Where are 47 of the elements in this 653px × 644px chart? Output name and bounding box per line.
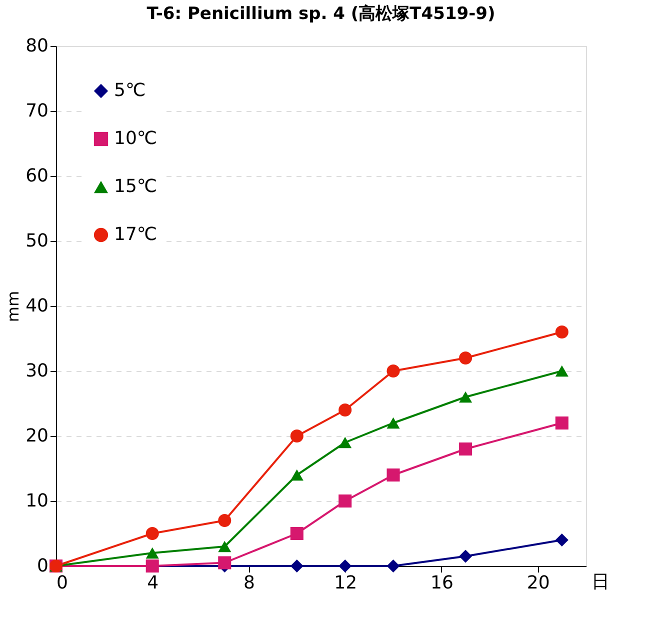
point <box>290 559 304 573</box>
point <box>459 391 472 403</box>
point <box>459 550 472 563</box>
point <box>386 417 400 429</box>
point <box>290 429 304 443</box>
point <box>338 403 352 417</box>
y-tick-label: 80 <box>26 36 48 56</box>
legend-label: 5℃ <box>114 80 146 101</box>
x-tick-label: 4 <box>147 572 159 594</box>
point <box>338 494 352 508</box>
y-tick-label: 20 <box>26 426 48 446</box>
point <box>386 468 400 482</box>
point <box>290 469 304 481</box>
legend-label: 15℃ <box>114 176 158 197</box>
point <box>338 559 352 573</box>
x-tick-label: 20 <box>526 572 550 594</box>
point <box>218 514 232 528</box>
y-tick-label: 40 <box>26 296 48 316</box>
point <box>218 556 232 570</box>
point <box>146 547 159 559</box>
legend-label: 17℃ <box>114 224 158 245</box>
point <box>338 436 352 448</box>
y-tick-label: 0 <box>37 556 48 576</box>
point <box>555 365 568 377</box>
point <box>218 540 232 552</box>
chart-title: T-6: Penicillium sp. 4 (高松塚T4519-9) <box>146 4 496 24</box>
x-tick-label: 12 <box>334 572 358 594</box>
y-tick-label: 50 <box>26 230 48 252</box>
point <box>386 559 400 573</box>
y-tick-label: 30 <box>26 360 48 382</box>
point <box>290 526 304 540</box>
x-tick-label: 8 <box>244 572 255 594</box>
point <box>386 364 400 378</box>
point <box>146 526 159 540</box>
x-tick-label: 0 <box>56 572 68 594</box>
point <box>555 533 568 547</box>
y-tick-label: 70 <box>26 100 48 122</box>
point <box>459 442 472 456</box>
y-tick-label: 10 <box>26 490 48 512</box>
y-tick-label: 60 <box>26 166 48 186</box>
point <box>555 416 568 430</box>
x-axis-title: 日 <box>592 572 610 592</box>
y-axis-title: mm <box>4 290 23 322</box>
x-tick-label: 16 <box>430 572 454 594</box>
point <box>459 351 472 365</box>
point <box>555 325 568 339</box>
legend-label: 10℃ <box>114 128 158 149</box>
